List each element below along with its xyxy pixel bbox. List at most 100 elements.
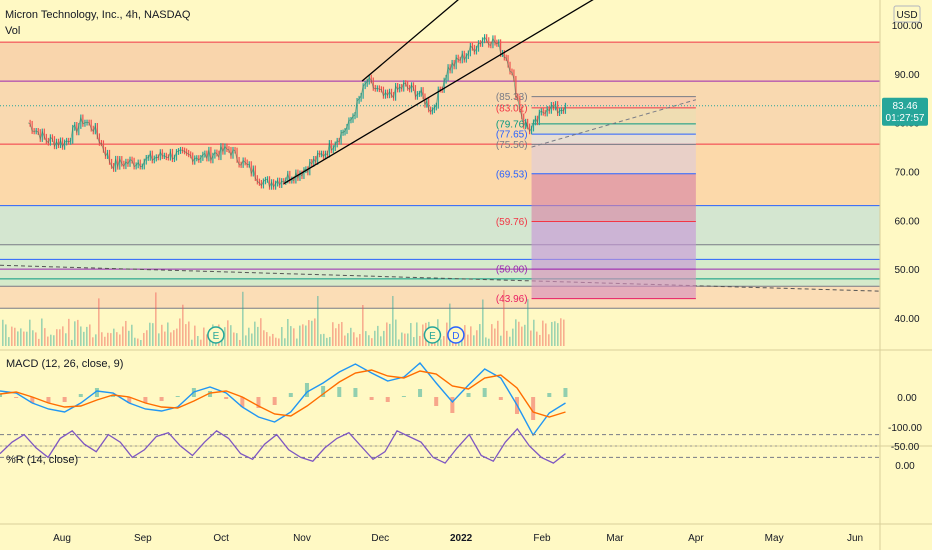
volume-bar — [365, 331, 367, 346]
volume-bar — [134, 337, 136, 346]
volume-bar — [401, 332, 403, 346]
volume-bar — [377, 325, 379, 346]
volume-bar — [167, 322, 169, 346]
volume-bar — [335, 328, 337, 346]
zone-fill — [0, 144, 880, 206]
volume-bar — [545, 323, 547, 346]
volume-bar — [251, 333, 253, 346]
event-marker-label: E — [429, 331, 436, 342]
current-price-badge: 83.46 01:27:57 — [882, 97, 928, 126]
volume-bar — [29, 319, 31, 346]
macd-histogram-bar — [418, 389, 423, 397]
zone-fill — [0, 259, 880, 287]
macd-histogram-bar — [466, 393, 471, 397]
event-marker — [423, 326, 442, 344]
macd-histogram-bar — [46, 397, 51, 403]
volume-bar — [449, 303, 451, 346]
x-tick-label: Mar — [606, 533, 624, 544]
volume-bar — [476, 330, 478, 346]
volume-bar — [101, 332, 103, 346]
volume-bar — [350, 327, 352, 346]
zone-fill — [0, 42, 880, 82]
y-tick-label: 100.00 — [892, 21, 923, 32]
volume-bar — [194, 325, 196, 346]
volume-bar — [185, 324, 187, 346]
volume-bar — [20, 328, 22, 346]
volume-bar — [245, 335, 247, 346]
volume-bar — [191, 339, 193, 346]
volume-bar — [104, 336, 106, 346]
volume-bar — [380, 336, 382, 346]
macd-histogram-bar — [547, 393, 552, 397]
macd-histogram-bar — [62, 397, 67, 402]
volume-label: Vol — [5, 25, 20, 37]
volume-bar — [479, 324, 481, 346]
volume-bar — [41, 318, 43, 346]
volume-bar — [170, 332, 172, 346]
willr-tick-label: -100.00 — [888, 423, 922, 434]
volume-bar — [470, 326, 472, 346]
fib-range-fill — [531, 173, 696, 299]
volume-bar — [419, 335, 421, 346]
fib-zone — [531, 96, 696, 108]
volume-bar — [338, 323, 340, 346]
volume-bar — [464, 325, 466, 346]
volume-bar — [317, 295, 319, 346]
volume-bar — [137, 338, 139, 346]
volume-bar — [329, 337, 331, 346]
volume-bar — [146, 330, 148, 346]
macd-histogram-bar — [304, 383, 309, 397]
volume-bar — [278, 338, 280, 346]
fib-level-label: (59.76) — [496, 217, 528, 228]
currency-box[interactable] — [893, 5, 921, 23]
volume-bar — [500, 335, 502, 346]
volume-bar — [482, 299, 484, 346]
level-fills — [0, 42, 880, 309]
x-tick-label: Sep — [134, 533, 152, 544]
x-tick-label: Apr — [688, 533, 704, 544]
fib-zone — [531, 173, 696, 222]
volume-bar — [359, 334, 361, 346]
volume-bar — [509, 336, 511, 346]
macd-histogram-bar — [0, 394, 2, 397]
fib-level-label: (69.53) — [496, 169, 528, 180]
volume-bar — [368, 335, 370, 346]
volume-bar — [236, 333, 238, 346]
fib-zone — [531, 269, 696, 299]
volume-bar — [332, 322, 334, 346]
fib-level-label: (83.02) — [496, 103, 528, 114]
volume-bar — [443, 336, 445, 346]
volume-bar — [32, 330, 34, 346]
chart-title: Micron Technology, Inc., 4h, NASDAQ — [5, 9, 191, 21]
volume-bar — [275, 337, 277, 346]
currency-label[interactable]: USD — [896, 10, 917, 21]
volume-bar — [80, 326, 82, 346]
volume-bar — [563, 319, 565, 346]
macd-histogram-bar — [434, 397, 439, 406]
volume-bar — [161, 324, 163, 346]
macd-histogram-bar — [224, 397, 229, 399]
volume-bar — [176, 328, 178, 346]
macd-histogram-bar — [321, 386, 326, 397]
volume-bar — [182, 304, 184, 346]
volume-bar — [554, 321, 556, 346]
zone-fill — [0, 205, 880, 245]
volume-bar — [524, 324, 526, 346]
volume-bar — [14, 327, 16, 346]
volume-bar — [56, 329, 58, 346]
volume-bar — [512, 328, 514, 346]
macd-line — [0, 361, 566, 437]
volume-bar — [299, 325, 301, 346]
volume-bar — [269, 336, 271, 346]
volume-bar — [305, 325, 307, 346]
volume-bar — [485, 337, 487, 346]
macd-histogram-bar — [385, 397, 390, 402]
x-tick-label: Oct — [213, 533, 229, 544]
volume-bar — [386, 322, 388, 346]
volume-bar — [122, 326, 124, 346]
volume-bar — [188, 321, 190, 346]
volume-bar — [242, 291, 244, 346]
macd-histogram-bar — [288, 393, 293, 397]
y-tick-label: 40.00 — [894, 314, 919, 325]
